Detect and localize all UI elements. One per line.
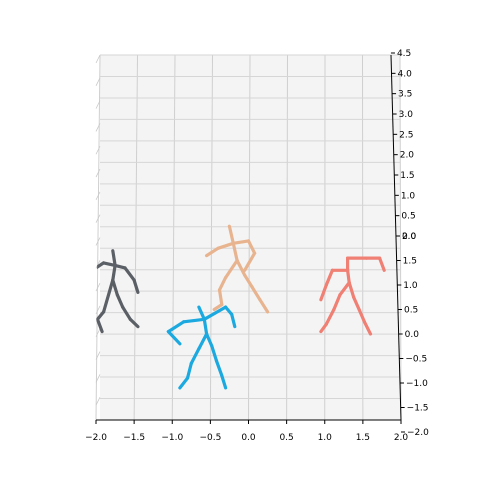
skeleton-bone: [113, 265, 115, 280]
x-tick-label: −1.5: [123, 433, 145, 443]
y-tick-label: −2.0: [407, 428, 429, 438]
z-tick-label: 0.5: [401, 212, 415, 222]
y-tick-label: −1.5: [407, 404, 429, 414]
z-tick-label: 2.5: [399, 130, 413, 140]
y-tick-label: 0.0: [405, 330, 420, 340]
y-tick-label: 1.0: [403, 281, 418, 291]
grid-line-vertical: [96, 55, 100, 420]
skeleton-bone: [204, 319, 206, 334]
side-pane-line: [96, 283, 100, 291]
x-tick-label: 0.5: [279, 433, 293, 443]
x-tick-label: 0.0: [241, 433, 256, 443]
z-tick-label: 4.0: [398, 69, 413, 79]
skeleton-bone: [348, 270, 350, 282]
x-tick-label: −0.5: [199, 433, 221, 443]
y-tick-label: −0.5: [405, 355, 427, 365]
y-tick-label: −1.0: [406, 379, 428, 389]
side-pane-line: [96, 169, 100, 177]
side-pane-line: [96, 306, 100, 314]
x-tick-label: −1.0: [161, 433, 183, 443]
skeleton-bone: [87, 270, 92, 280]
z-tick-label: 1.0: [401, 191, 416, 201]
z-tick-label: 3.5: [398, 90, 412, 100]
x-tick-label: 1.5: [356, 433, 370, 443]
side-pane-line: [96, 55, 100, 63]
y-tick-label: 2.0: [402, 232, 417, 242]
z-tick-label: 3.0: [399, 110, 414, 120]
skeleton-bone: [113, 251, 115, 266]
z-tick-label: 4.5: [397, 49, 411, 59]
x-tick-label: 1.0: [318, 433, 333, 443]
z-tick-label: 2.0: [400, 151, 415, 161]
y-tick-label: 0.5: [404, 306, 418, 316]
skeleton-bone: [220, 290, 222, 305]
y-tick-label: 1.5: [403, 257, 417, 267]
x-tick-label: −2.0: [85, 433, 107, 443]
z-tick-label: 1.5: [400, 171, 414, 181]
